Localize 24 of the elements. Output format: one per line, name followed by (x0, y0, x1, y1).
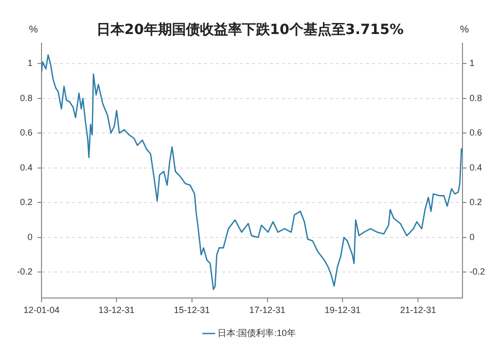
y-tick-label: -0.2 (16, 266, 33, 277)
y-tick-label: 1 (27, 58, 33, 68)
y2-tick-label: 1 (469, 58, 475, 68)
y2-tick-label: 0.2 (469, 197, 482, 208)
x-tick-label: 19-12-31 (324, 305, 361, 316)
y-tick-label: 0.2 (20, 197, 33, 208)
x-tick-label: 21-12-31 (400, 305, 436, 316)
y-tick-label: 0.4 (20, 162, 33, 172)
x-tick-label: 12-01-04 (23, 305, 60, 316)
x-tick-label: 17-12-31 (249, 305, 286, 316)
y2-tick-label: 0.6 (469, 128, 482, 138)
y2-tick-label: 0.4 (469, 162, 482, 172)
chart-title: 日本20年期国债收益率下跌10个基点至3.715% (96, 21, 404, 38)
y2-tick-label: 0 (469, 232, 475, 242)
x-tick-label: 13-12-31 (98, 305, 135, 316)
y-axis-title: % (29, 24, 38, 36)
y-tick-label: 0.8 (20, 92, 33, 103)
legend-label: 日本:国债利率:10年 (218, 328, 296, 338)
y-tick-label: 0 (27, 232, 33, 242)
x-tick-label: 15-12-31 (174, 305, 210, 316)
y2-tick-label: -0.2 (469, 266, 486, 277)
y2-axis-title: % (460, 24, 470, 36)
y-tick-label: 0.6 (20, 128, 33, 138)
y2-tick-label: 0.8 (469, 92, 482, 103)
